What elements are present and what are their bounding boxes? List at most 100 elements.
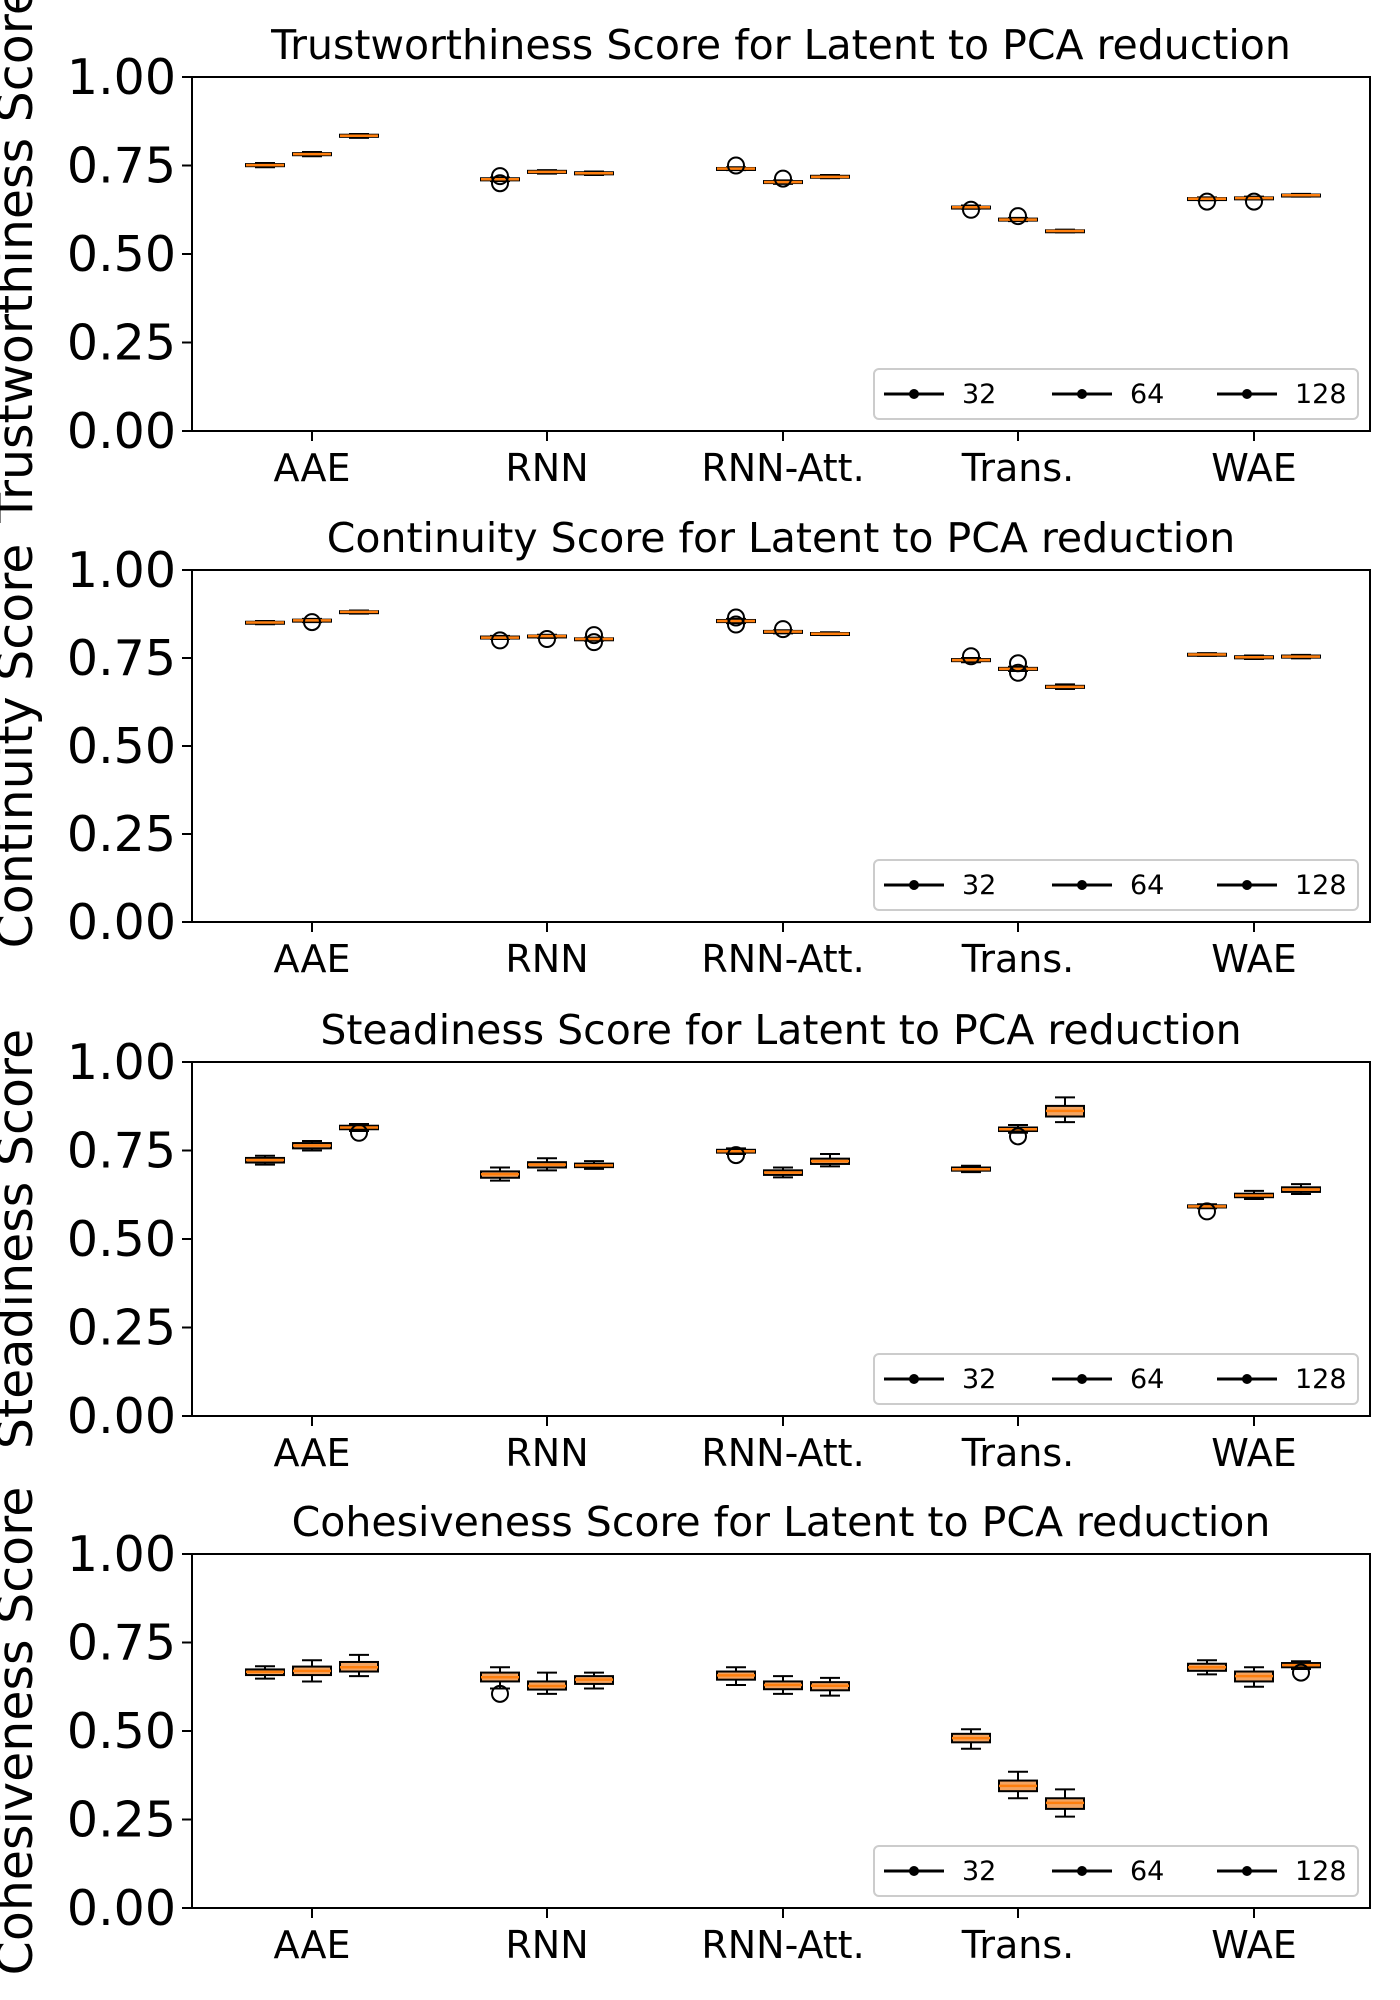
legend-marker [909, 1374, 919, 1384]
box-plot-trans--64 [998, 654, 1038, 682]
legend-label: 128 [1295, 379, 1347, 410]
box-plot-aae-32 [245, 1154, 285, 1166]
legend-marker [1077, 389, 1087, 399]
legend-label: 32 [962, 870, 996, 901]
box-plot-wae-64 [1234, 1189, 1274, 1200]
box-plot-aae-128 [339, 1653, 379, 1678]
outlier-point [774, 620, 792, 639]
box-plot-wae-64 [1234, 192, 1274, 211]
outlier-point [727, 608, 745, 627]
chart-panel: Continuity Score for Latent to PCA reduc… [0, 514, 1371, 981]
legend-label: 64 [1130, 870, 1164, 901]
outlier-point [303, 613, 321, 632]
legend-marker [1242, 389, 1252, 399]
box-plot-rnn-32 [480, 1166, 520, 1182]
box-plot-wae-64 [1234, 1666, 1274, 1688]
outlier-point [1198, 1202, 1216, 1221]
box-plot-rnn-att--32 [716, 608, 756, 634]
x-tick-label: RNN [505, 1923, 588, 1967]
x-tick-label: Trans. [961, 1431, 1075, 1475]
x-tick-label: WAE [1211, 1923, 1297, 1967]
legend-label: 32 [962, 379, 996, 410]
box-plot-trans--64 [998, 207, 1038, 226]
outlier-point [585, 626, 603, 645]
x-tick-label: RNN [505, 446, 588, 490]
box-plot-trans--32 [951, 1728, 991, 1750]
legend-label: 128 [1295, 1856, 1347, 1887]
box-plot-wae-64 [1234, 654, 1274, 661]
outlier-point [774, 169, 792, 188]
box-plot-rnn-att--64 [763, 620, 803, 639]
x-tick-label: RNN [505, 1431, 588, 1475]
x-tick-label: Trans. [961, 1923, 1075, 1967]
outlier-point [491, 167, 509, 186]
box-plot-rnn-64 [527, 169, 567, 175]
legend-marker [1077, 1866, 1087, 1876]
box-plot-rnn-att--128 [810, 631, 850, 637]
box-plot-aae-128 [339, 1122, 379, 1142]
box-plot-wae-128 [1281, 653, 1321, 660]
outlier-point [727, 1146, 745, 1165]
legend-frame [873, 859, 1359, 911]
box-plot-aae-128 [339, 132, 379, 139]
box-plot-wae-128 [1281, 1183, 1321, 1196]
box-plot-rnn-128 [574, 1671, 614, 1690]
legend-label: 64 [1130, 379, 1164, 410]
box-plot-trans--64 [998, 1124, 1038, 1146]
legend-frame [873, 1845, 1359, 1897]
box-plot-rnn-64 [527, 1671, 567, 1695]
legend-marker [1077, 880, 1087, 890]
legend-label: 128 [1295, 1364, 1347, 1395]
y-tick-label: 0.25 [67, 1792, 176, 1849]
outlier-point [1009, 1127, 1027, 1146]
y-tick-label: 0.50 [67, 226, 176, 283]
box-plot-rnn-32 [480, 167, 520, 193]
box-plot-rnn-att--32 [716, 156, 756, 175]
legend-frame [873, 1353, 1359, 1405]
y-tick-label: 0.00 [67, 1880, 176, 1937]
chart-panel: Trustworthiness Score for Latent to PCA … [0, 0, 1371, 524]
box-plot-rnn-att--64 [763, 1166, 803, 1179]
box-plot-aae-64 [292, 1659, 332, 1683]
legend-marker [909, 1866, 919, 1876]
legend-marker [1242, 1866, 1252, 1876]
legend-marker [909, 880, 919, 890]
box-plot-rnn-64 [527, 1157, 567, 1172]
box-plot-aae-64 [292, 1139, 332, 1152]
legend-label: 64 [1130, 1856, 1164, 1887]
y-tick-label: 1.00 [67, 49, 176, 106]
box-plot-trans--32 [951, 647, 991, 666]
y-tick-label: 0.25 [67, 806, 176, 863]
box-plot-trans--128 [1045, 1096, 1085, 1124]
y-tick-label: 0.00 [67, 894, 176, 951]
outlier-point [1245, 192, 1263, 211]
outlier-point [962, 200, 980, 219]
x-tick-label: Trans. [961, 937, 1075, 981]
y-tick-label: 0.75 [67, 630, 176, 687]
box-plot-rnn-att--128 [810, 1676, 850, 1697]
outlier-point [1198, 192, 1216, 211]
outlier-point [727, 156, 745, 175]
y-tick-label: 0.75 [67, 138, 176, 195]
box-plot-trans--32 [951, 1164, 991, 1174]
outlier-point [727, 615, 745, 634]
legend: 32 64 128 [873, 1845, 1359, 1897]
y-tick-label: 1.00 [67, 1526, 176, 1583]
box-plot-aae-64 [292, 151, 332, 158]
x-tick-label: WAE [1211, 937, 1297, 981]
box-plot-rnn-128 [574, 626, 614, 652]
outlier-point [962, 647, 980, 666]
box-plot-trans--128 [1045, 1788, 1085, 1818]
box-plot-trans--32 [951, 200, 991, 219]
outlier-point [491, 631, 509, 650]
chart-title: Continuity Score for Latent to PCA reduc… [327, 514, 1235, 562]
box-plot-rnn-32 [480, 1666, 520, 1703]
x-tick-label: RNN-Att. [701, 1431, 864, 1475]
box-plot-wae-32 [1187, 192, 1227, 211]
y-tick-label: 0.50 [67, 1703, 176, 1760]
box-plot-wae-32 [1187, 1202, 1227, 1221]
y-tick-label: 0.25 [67, 1300, 176, 1357]
box-plot-aae-32 [245, 162, 285, 169]
box-plot-rnn-64 [527, 629, 567, 648]
outlier-point [1009, 654, 1027, 673]
